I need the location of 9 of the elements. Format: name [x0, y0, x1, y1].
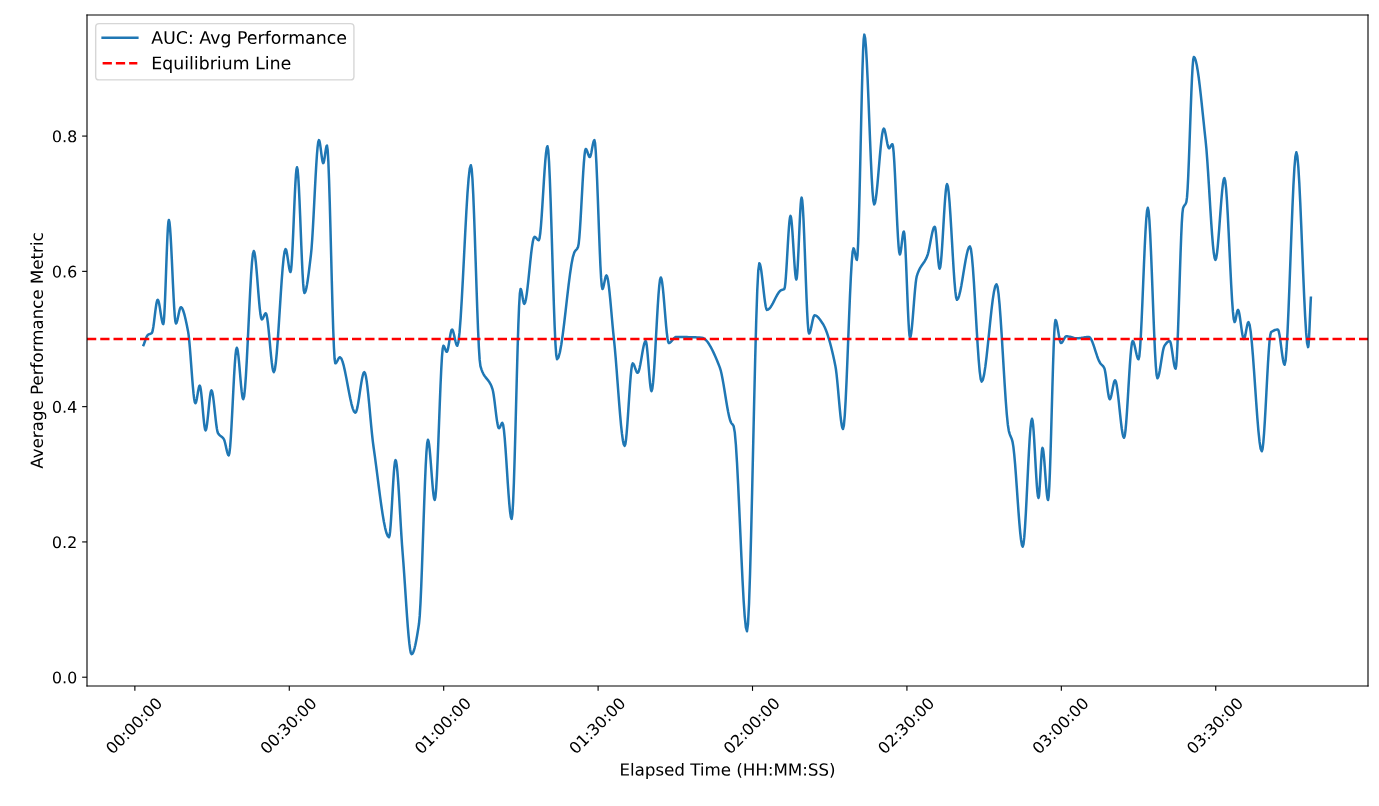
legend-label: AUC: Avg Performance	[151, 30, 347, 48]
legend-label: Equilibrium Line	[152, 56, 291, 73]
y-tick-label: 0.8	[52, 130, 77, 143]
y-tick-label: 0.0	[52, 671, 77, 684]
x-axis-title: Elapsed Time (HH:MM:SS)	[621, 762, 835, 780]
y-tick-label: 0.4	[52, 400, 77, 413]
y-axis-title: Average Performance Metric	[30, 233, 47, 469]
y-tick-label: 0.6	[52, 265, 77, 278]
y-tick-label: 0.2	[52, 536, 76, 549]
